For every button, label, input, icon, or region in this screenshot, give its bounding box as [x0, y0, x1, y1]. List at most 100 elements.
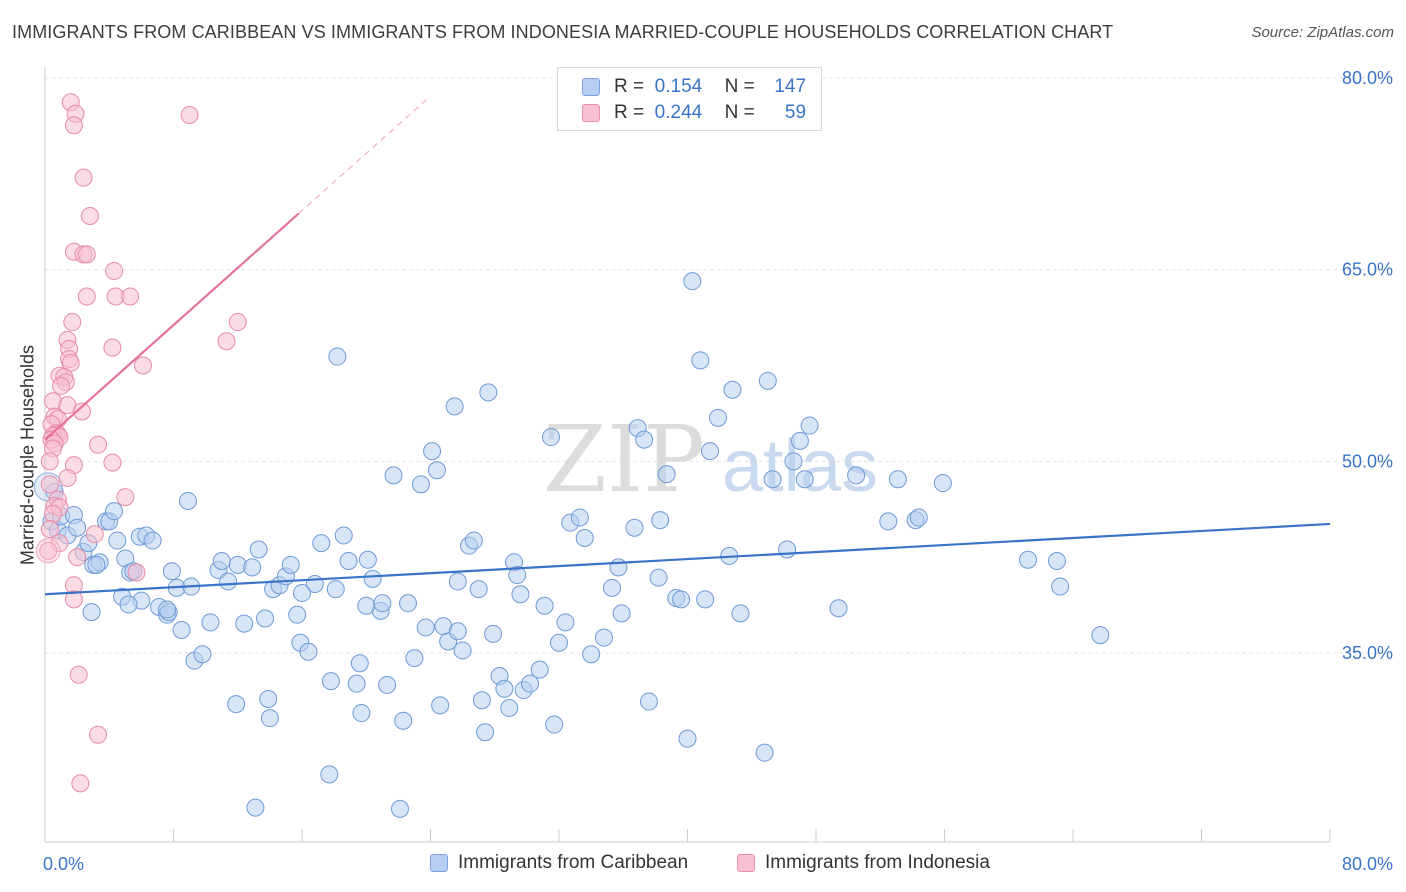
x-tick-label: 80.0%	[1342, 854, 1393, 874]
indonesia-point	[89, 435, 108, 454]
caribbean-point	[178, 491, 197, 510]
caribbean-point	[299, 642, 318, 661]
caribbean-point	[293, 583, 311, 602]
caribbean-point	[535, 596, 554, 615]
caribbean-point	[888, 470, 907, 489]
caribbean-point	[829, 599, 848, 618]
caribbean-point	[453, 641, 472, 660]
caribbean-point	[1047, 552, 1066, 570]
caribbean-point	[639, 692, 658, 711]
y-tick-label: 80.0%	[1342, 68, 1393, 88]
caribbean-point	[423, 442, 442, 461]
caribbean-point	[350, 654, 369, 673]
n-label: N =	[724, 102, 755, 123]
caribbean-point	[357, 596, 376, 615]
caribbean-point	[469, 580, 488, 599]
caribbean-trend-line	[44, 522, 1331, 596]
caribbean-point	[635, 430, 654, 449]
trend-lines	[44, 95, 1331, 596]
caribbean-point	[427, 461, 446, 480]
caribbean-point	[847, 466, 866, 485]
n-value: 59	[784, 102, 807, 123]
caribbean-point	[709, 408, 728, 427]
caribbean-point	[479, 383, 498, 402]
caribbean-point	[328, 347, 347, 366]
caribbean-point	[143, 531, 162, 550]
caribbean-point	[448, 572, 467, 591]
r-label: R =	[614, 76, 645, 97]
caribbean-point	[399, 594, 418, 613]
caribbean-point	[508, 566, 527, 585]
caribbean-point	[326, 580, 345, 599]
caribbean-point	[484, 624, 503, 643]
caribbean-swatch	[582, 78, 600, 96]
caribbean-point	[879, 512, 898, 531]
caribbean-point	[82, 603, 101, 622]
indonesia-point	[72, 402, 91, 421]
caribbean-point	[521, 674, 540, 693]
caribbean-point	[625, 518, 644, 537]
caribbean-point	[541, 428, 560, 447]
indonesia-points	[35, 93, 247, 793]
caribbean-point	[672, 590, 691, 609]
caribbean-point	[405, 649, 424, 668]
caribbean-point	[909, 508, 928, 527]
indonesia-point	[80, 207, 99, 225]
caribbean-point	[1019, 550, 1038, 569]
legend-row-caribbean: R = 0.154 N = 147	[582, 75, 806, 99]
caribbean-point	[320, 765, 339, 784]
caribbean-point	[603, 578, 622, 597]
caribbean-point	[731, 604, 750, 623]
caribbean-point	[691, 351, 710, 370]
caribbean-point	[312, 534, 331, 553]
caribbean-point	[246, 798, 265, 817]
caribbean-point	[431, 696, 450, 715]
caribbean-point	[556, 613, 575, 632]
caribbean-point	[778, 540, 797, 559]
caribbean-point	[347, 674, 366, 693]
caribbean-point	[758, 371, 777, 390]
caribbean-point	[235, 614, 254, 633]
caribbean-point	[678, 729, 697, 748]
indonesia-point	[64, 116, 83, 135]
caribbean-point	[108, 531, 127, 550]
indonesia-point	[217, 332, 236, 351]
indonesia-point	[71, 774, 90, 793]
caribbean-point	[352, 704, 371, 723]
indonesia-trend-extension	[298, 95, 431, 214]
caribbean-point	[119, 595, 138, 614]
caribbean-point	[162, 562, 181, 581]
indonesia-point	[116, 488, 135, 507]
caribbean-point	[550, 633, 568, 652]
caribbean-point	[530, 660, 549, 679]
watermark-zip: ZIP	[543, 406, 705, 513]
caribbean-point	[594, 628, 613, 647]
indonesia-point	[121, 287, 140, 306]
caribbean-point	[800, 416, 819, 435]
caribbean-point	[390, 799, 409, 818]
indonesia-point-large	[35, 538, 61, 564]
caribbean-point	[384, 466, 403, 485]
caribbean-point	[373, 594, 392, 613]
caribbean-point	[256, 609, 275, 628]
indonesia-point	[133, 356, 152, 375]
caribbean-point	[321, 672, 340, 691]
caribbean-point	[763, 470, 782, 489]
caribbean-point	[495, 679, 514, 698]
caribbean-point	[472, 691, 491, 710]
caribbean-point	[87, 555, 106, 574]
indonesia-point	[103, 453, 122, 472]
caribbean-point	[511, 585, 530, 604]
caribbean-point	[334, 526, 353, 545]
caribbean-point	[448, 622, 467, 641]
caribbean-point	[683, 272, 702, 291]
indonesia-point	[39, 541, 58, 560]
indonesia-point	[77, 245, 96, 264]
indonesia-point	[74, 168, 93, 187]
indonesia-swatch	[582, 104, 600, 122]
caribbean-point	[378, 675, 397, 694]
bottom-legend-indonesia: Immigrants from Indonesia	[737, 852, 990, 874]
caribbean-point	[363, 569, 382, 588]
caribbean-point	[464, 531, 483, 550]
